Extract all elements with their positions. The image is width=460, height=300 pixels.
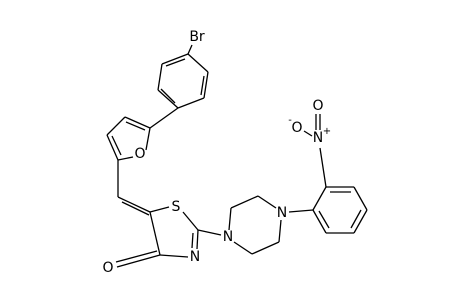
atom-label: O [312,98,323,114]
bonds [106,44,368,268]
atom-label: N [313,130,323,146]
atom-label: N [277,205,287,221]
atom-labels: Br O S N O N N N + O O - [102,29,331,276]
atom-label: S [172,199,181,215]
charge: - [288,115,292,126]
atom-label: N [190,249,200,265]
atom-label: N [223,229,233,245]
atom-label: O [291,120,302,136]
charge: + [323,126,331,137]
atom-label: Br [189,29,205,45]
atom-label: O [102,260,113,276]
atom-label: O [134,146,145,162]
